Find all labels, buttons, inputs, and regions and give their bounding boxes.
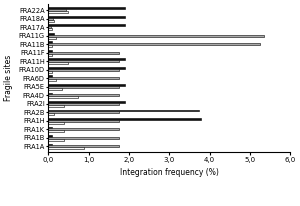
Bar — [48, 26, 51, 28]
Bar — [48, 96, 78, 98]
Bar — [48, 28, 52, 30]
Bar — [48, 9, 66, 11]
Bar — [48, 77, 119, 79]
Bar — [48, 122, 64, 124]
Bar — [48, 50, 52, 52]
Bar — [48, 18, 53, 20]
Bar — [48, 130, 64, 132]
Bar — [48, 67, 125, 69]
Bar — [48, 69, 119, 71]
X-axis label: Integration frequency (%): Integration frequency (%) — [120, 168, 219, 177]
Bar — [48, 111, 119, 113]
Bar — [48, 59, 125, 60]
Bar — [48, 11, 68, 13]
Bar — [48, 43, 260, 45]
Bar — [48, 120, 119, 122]
Bar — [48, 92, 52, 94]
Bar — [48, 103, 119, 105]
Bar — [48, 88, 62, 90]
Bar — [48, 113, 54, 115]
Bar — [48, 139, 64, 141]
Bar — [48, 25, 125, 26]
Bar — [48, 137, 119, 139]
Bar — [48, 126, 52, 128]
Bar — [48, 144, 52, 145]
Bar — [48, 60, 119, 62]
Bar — [48, 128, 119, 130]
Bar — [48, 7, 125, 9]
Bar — [48, 45, 52, 47]
Bar — [48, 110, 200, 111]
Bar — [48, 33, 54, 35]
Bar — [48, 41, 52, 43]
Bar — [48, 35, 264, 37]
Bar — [48, 135, 52, 137]
Bar — [48, 118, 202, 120]
Bar — [48, 62, 68, 64]
Bar — [48, 16, 125, 18]
Y-axis label: Fragile sites: Fragile sites — [4, 55, 13, 101]
Bar — [48, 86, 119, 88]
Bar — [48, 20, 54, 22]
Bar — [48, 94, 119, 96]
Bar — [48, 54, 52, 56]
Bar — [48, 37, 56, 39]
Bar — [48, 145, 119, 147]
Bar — [48, 101, 125, 103]
Bar — [48, 147, 85, 149]
Bar — [48, 71, 52, 73]
Bar — [48, 52, 119, 54]
Bar — [48, 84, 125, 86]
Bar — [48, 75, 52, 77]
Bar — [48, 105, 64, 107]
Bar — [48, 79, 56, 81]
